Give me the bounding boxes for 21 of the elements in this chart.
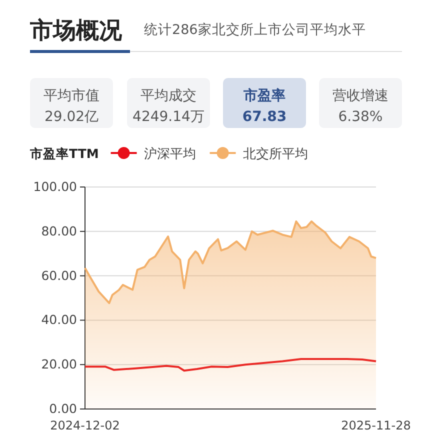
text: 29.02亿 <box>44 109 99 125</box>
y-tick-label: 20.00 <box>41 356 78 372</box>
legend-label: 沪深平均 <box>144 146 196 162</box>
legend-title: 市盈率TTM <box>29 146 99 161</box>
y-tick-label: 80.00 <box>41 223 78 238</box>
text: 市盈率 <box>242 87 286 104</box>
text: 平均市值 <box>44 88 100 104</box>
text: 营收增速 <box>332 88 388 104</box>
x-tick-label: 2025-11-28 <box>341 418 411 433</box>
chart-title: 市场概况 <box>29 17 123 44</box>
y-tick-label: 40.00 <box>41 312 78 328</box>
chart-subtitle: 统计286家北交所上市公司平均水平 <box>144 22 366 38</box>
legend-label: 北交所平均 <box>242 146 308 162</box>
y-tick-label: 100.00 <box>33 179 78 194</box>
text: 4249.14万 <box>132 109 204 125</box>
y-tick-label: 0.00 <box>49 401 78 416</box>
y-tick-label: 60.00 <box>41 268 78 283</box>
text: 平均成交 <box>140 88 196 104</box>
x-tick-label: 2024-12-02 <box>50 418 120 433</box>
text: 67.83 <box>242 109 287 125</box>
text: 6.38% <box>338 109 383 125</box>
